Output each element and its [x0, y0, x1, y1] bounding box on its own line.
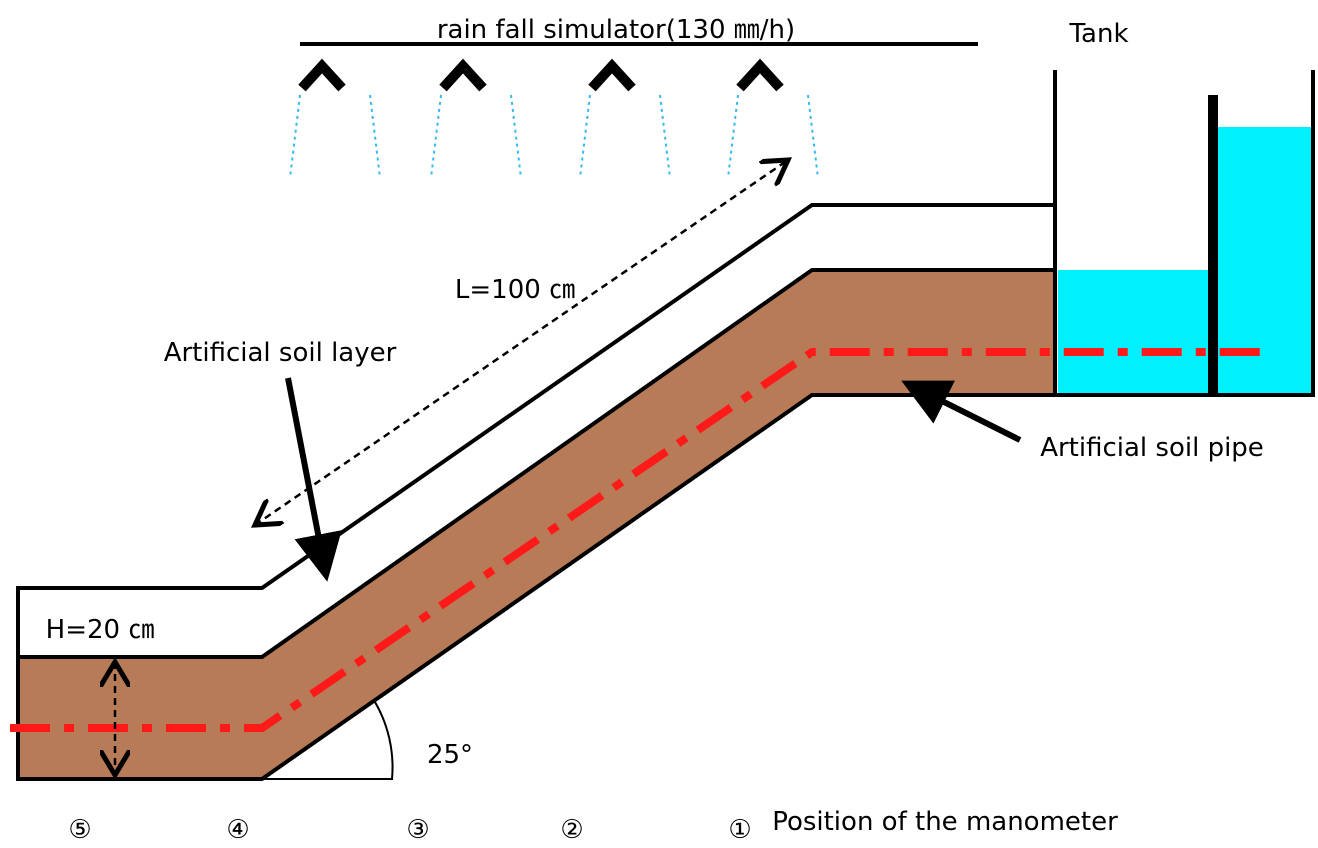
manometer-caption: Position of the manometer	[772, 807, 1118, 837]
center-line	[10, 348, 1265, 732]
angle-label: 25°	[427, 740, 473, 770]
length-label: L=100 ㎝	[455, 275, 575, 305]
tank-water-left	[1058, 270, 1210, 395]
rain	[289, 94, 819, 179]
layer-outline	[16, 203, 1055, 779]
sprinklers	[298, 58, 784, 92]
layer-arrow	[285, 377, 342, 582]
pipe-arrow	[901, 380, 1022, 443]
simulator-label: rain fall simulator(130 ㎜/h)	[437, 15, 795, 45]
tank-label: Tank	[1068, 19, 1128, 49]
manometer-position: ⑤	[68, 815, 91, 845]
height-label: H=20 ㎝	[46, 615, 155, 645]
tank	[1053, 70, 1315, 397]
manometer-position: ②	[560, 815, 583, 845]
manometer-position: ③	[406, 815, 429, 845]
angle-arc	[374, 701, 394, 780]
pipe-label: Artificial soil pipe	[1040, 433, 1264, 463]
manometer-position: ①	[728, 815, 751, 845]
manometer-position: ④	[226, 815, 249, 845]
layer-label: Artificial soil layer	[164, 338, 397, 368]
